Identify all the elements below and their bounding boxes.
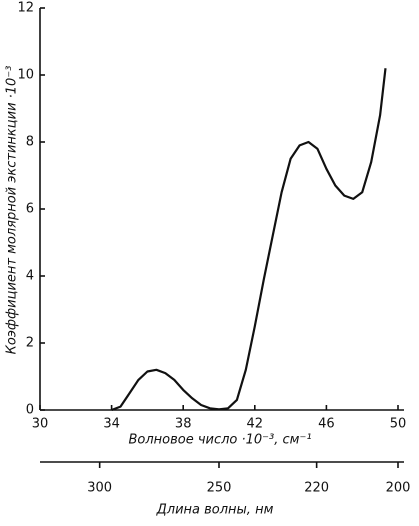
y-tick-label: 4 — [26, 269, 34, 284]
y-tick-label: 8 — [26, 135, 34, 150]
y-tick-label: 0 — [26, 403, 34, 418]
y-tick-label: 2 — [26, 336, 34, 351]
x-tick-label: 42 — [247, 417, 264, 432]
x2-tick-label: 300 — [87, 481, 112, 496]
y-tick-label: 6 — [26, 202, 34, 217]
x-tick-label: 34 — [103, 417, 120, 432]
x-axis-label: Волновое число ·10⁻³, см⁻¹ — [128, 433, 311, 448]
y-tick-label: 12 — [17, 1, 34, 16]
x2-tick-label: 220 — [304, 481, 329, 496]
x2-tick-label: 200 — [386, 481, 411, 496]
x-tick-label: 46 — [318, 417, 335, 432]
x-tick-label: 50 — [390, 417, 407, 432]
x-tick-label: 38 — [175, 417, 192, 432]
y-tick-label: 10 — [17, 68, 34, 83]
x-tick-label: 30 — [32, 417, 49, 432]
y-axis-label: Коэффициент молярной экстинкции ·10⁻³ — [5, 66, 20, 355]
x2-axis-label: Длина волны, нм — [156, 503, 274, 518]
x2-tick-label: 250 — [207, 481, 232, 496]
spectrum-line — [111, 68, 387, 412]
